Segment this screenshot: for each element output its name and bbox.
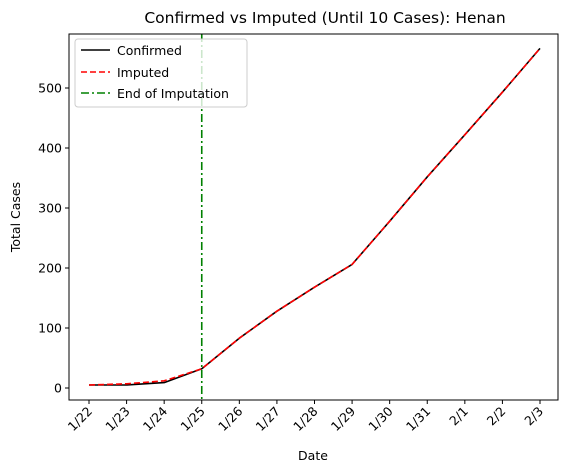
y-tick-label: 300	[38, 201, 62, 216]
legend-box	[74, 38, 248, 108]
chart-title: Confirmed vs Imputed (Until 10 Cases): H…	[144, 9, 505, 27]
y-axis-label: Total Cases	[8, 182, 23, 253]
x-tick-label: 1/24	[140, 403, 170, 433]
x-tick-label: 2/2	[484, 404, 509, 429]
x-tick-label: 1/22	[65, 404, 95, 434]
plot-frame	[68, 33, 559, 401]
x-tick-label: 1/31	[403, 404, 433, 434]
x-tick-label: 2/3	[521, 404, 546, 429]
x-tick-label: 1/30	[365, 403, 395, 433]
y-tick-label: 400	[38, 141, 62, 156]
x-tick-label: 2/1	[446, 404, 471, 429]
plot-area	[68, 33, 559, 401]
x-axis: 1/22 1/23 1/24 1/25 1/26 1/27 1/28 1/29 1/30 1/31…	[65, 400, 546, 434]
x-tick-label: 1/28	[290, 403, 320, 433]
x-tick-label: 1/23	[102, 404, 132, 434]
legend-label-imputed: Imputed	[117, 65, 169, 80]
x-tick-label: 1/26	[215, 403, 245, 433]
x-axis-label: Date	[298, 448, 328, 463]
y-tick-label: 100	[38, 321, 62, 336]
y-tick-label: 200	[38, 261, 62, 276]
x-tick-label: 1/29	[328, 403, 358, 433]
series-line-imputed	[88, 47, 541, 386]
legend-label-end-of-imputation: End of Imputation	[117, 86, 229, 101]
y-tick-label: 500	[38, 81, 62, 96]
y-axis: 0 100 200 300 400 500	[38, 81, 69, 396]
x-tick-label: 1/25	[177, 404, 207, 434]
legend-label-confirmed: Confirmed	[117, 43, 182, 58]
y-tick-label: 0	[54, 381, 62, 396]
legend: Confirmed Imputed End of Imputation	[74, 38, 248, 108]
x-tick-label: 1/27	[253, 404, 283, 434]
